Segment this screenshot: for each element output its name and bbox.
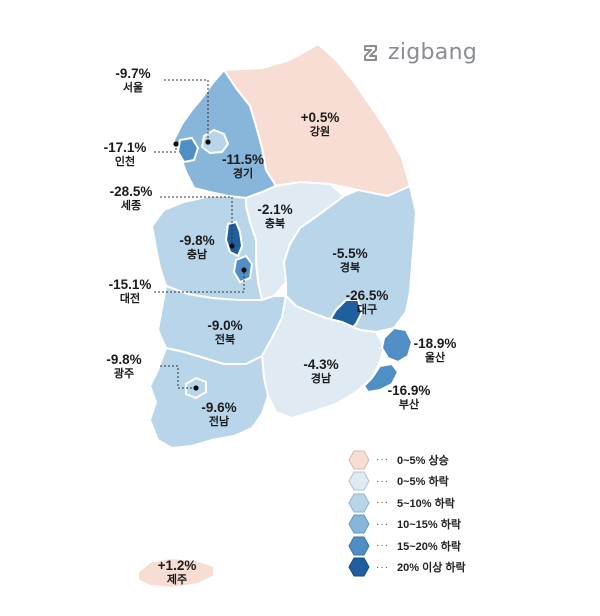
label-busan-name: 부산 — [398, 398, 420, 411]
label-gangwon-name: 강원 — [309, 125, 331, 138]
label-chungbuk-name: 충북 — [264, 217, 286, 230]
legend-swatch-hex — [348, 471, 370, 491]
region-seoul — [200, 128, 230, 155]
legend-label: 5~10% 하락 — [397, 497, 455, 510]
label-gyeongbuk-name: 경북 — [339, 261, 361, 274]
label-chungnam-name: 충남 — [186, 248, 208, 261]
label-sejong-name: 세종 — [120, 199, 142, 212]
leader-gwangju — [160, 365, 196, 389]
region-busan — [362, 362, 400, 394]
legend-item: ··· 10~15% 하락 — [348, 514, 466, 536]
label-jeonbuk-name: 전북 — [214, 333, 236, 346]
region-ulsan — [380, 326, 414, 364]
city-dots — [173, 139, 247, 391]
label-gyeongbuk: -5.5% 경북 — [323, 246, 377, 274]
legend-item: ··· 0~5% 하락 — [348, 471, 466, 493]
legend-item: ··· 5~10% 하락 — [348, 492, 466, 514]
label-jeonnam: -9.6% 전남 — [192, 400, 246, 428]
label-busan: -16.9% 부산 — [381, 383, 437, 411]
zigbang-logo-icon — [364, 44, 377, 61]
label-gyeongnam-name: 경남 — [310, 372, 332, 385]
legend-item: ··· 0~5% 상승 — [348, 449, 466, 471]
leader-seoul — [164, 79, 209, 142]
legend-swatch-hex — [348, 450, 370, 470]
label-jeju-name: 제주 — [166, 573, 188, 586]
legend-label: 10~15% 하락 — [397, 519, 461, 532]
label-ulsan-value: -18.9% — [413, 336, 457, 351]
label-daejeon-value: -15.1% — [108, 277, 152, 292]
zigbang-wordmark: zigbang — [388, 40, 478, 65]
label-jeju: +1.2% 제주 — [150, 558, 204, 586]
label-gyeongbuk-value: -5.5% — [332, 246, 368, 261]
label-gyeonggi: -11.5% 경기 — [216, 152, 270, 180]
region-jeonnam — [148, 346, 270, 450]
legend-dots: ··· — [376, 475, 389, 487]
leader-sejong — [160, 196, 233, 246]
label-chungnam-value: -9.8% — [179, 233, 215, 248]
label-daegu: -26.5% 대구 — [339, 288, 395, 316]
map-legend: ··· 0~5% 상승 ··· 0~5% 하락 ··· 5~10% 하락 ···… — [348, 449, 466, 578]
legend-dots: ··· — [376, 518, 389, 530]
label-gangwon: +0.5% 강원 — [293, 110, 347, 138]
label-gyeongnam: -4.3% 경남 — [294, 357, 348, 385]
label-daegu-name: 대구 — [356, 303, 378, 316]
label-jeonnam-value: -9.6% — [201, 400, 237, 415]
label-busan-value: -16.9% — [387, 383, 431, 398]
leader-incheon — [154, 144, 177, 153]
label-gwangju-value: -9.8% — [106, 352, 142, 367]
legend-label: 0~5% 하락 — [397, 476, 449, 489]
label-sejong: -28.5% 세종 — [103, 184, 159, 212]
legend-dots: ··· — [376, 561, 389, 573]
label-ulsan-name: 울산 — [424, 351, 446, 364]
label-gangwon-value: +0.5% — [300, 110, 340, 125]
legend-label: 15~20% 하락 — [397, 540, 461, 553]
label-seoul: -9.7% 서울 — [106, 66, 160, 94]
legend-swatch-hex — [348, 557, 370, 577]
region-incheon — [176, 136, 200, 164]
label-gyeonggi-name: 경기 — [232, 167, 254, 180]
label-chungbuk: -2.1% 충북 — [248, 202, 302, 230]
label-chungnam: -9.8% 충남 — [170, 233, 224, 261]
label-daejeon: -15.1% 대전 — [102, 277, 158, 305]
label-gwangju-name: 광주 — [113, 367, 135, 380]
dot-gwangju — [193, 385, 199, 391]
legend-swatch-hex — [348, 514, 370, 534]
label-daegu-value: -26.5% — [345, 288, 389, 303]
dot-daejeon — [241, 267, 247, 273]
label-jeju-value: +1.2% — [157, 558, 197, 573]
legend-dots: ··· — [376, 497, 389, 509]
legend-swatch-hex — [348, 536, 370, 556]
label-gyeonggi-value: -11.5% — [221, 152, 265, 167]
label-incheon-value: -17.1% — [103, 140, 147, 155]
legend-item: ··· 20% 이상 하락 — [348, 557, 466, 579]
label-daejeon-name: 대전 — [119, 292, 141, 305]
legend-item: ··· 15~20% 하락 — [348, 535, 466, 557]
label-gwangju: -9.8% 광주 — [97, 352, 151, 380]
leader-lines — [154, 79, 245, 389]
label-jeonbuk-value: -9.0% — [207, 318, 243, 333]
leader-daejeon — [154, 270, 245, 293]
label-incheon: -17.1% 인천 — [98, 140, 152, 168]
dot-sejong — [229, 243, 235, 249]
dot-seoul — [205, 139, 211, 145]
legend-label: 20% 이상 하락 — [397, 562, 466, 575]
legend-dots: ··· — [376, 540, 389, 552]
label-seoul-name: 서울 — [122, 81, 144, 94]
label-jeonbuk: -9.0% 전북 — [198, 318, 252, 346]
label-ulsan: -18.9% 울산 — [407, 336, 463, 364]
zigbang-logo: zigbang — [360, 40, 477, 65]
label-sejong-value: -28.5% — [109, 184, 153, 199]
legend-swatch-hex — [348, 493, 370, 513]
label-chungbuk-value: -2.1% — [257, 202, 293, 217]
dot-incheon — [173, 141, 179, 147]
label-gyeongnam-value: -4.3% — [303, 357, 339, 372]
label-jeonnam-name: 전남 — [208, 415, 230, 428]
legend-dots: ··· — [376, 454, 389, 466]
legend-label: 0~5% 상승 — [397, 454, 449, 467]
label-incheon-name: 인천 — [114, 155, 136, 168]
region-jeju — [137, 556, 215, 590]
label-seoul-value: -9.7% — [115, 66, 151, 81]
